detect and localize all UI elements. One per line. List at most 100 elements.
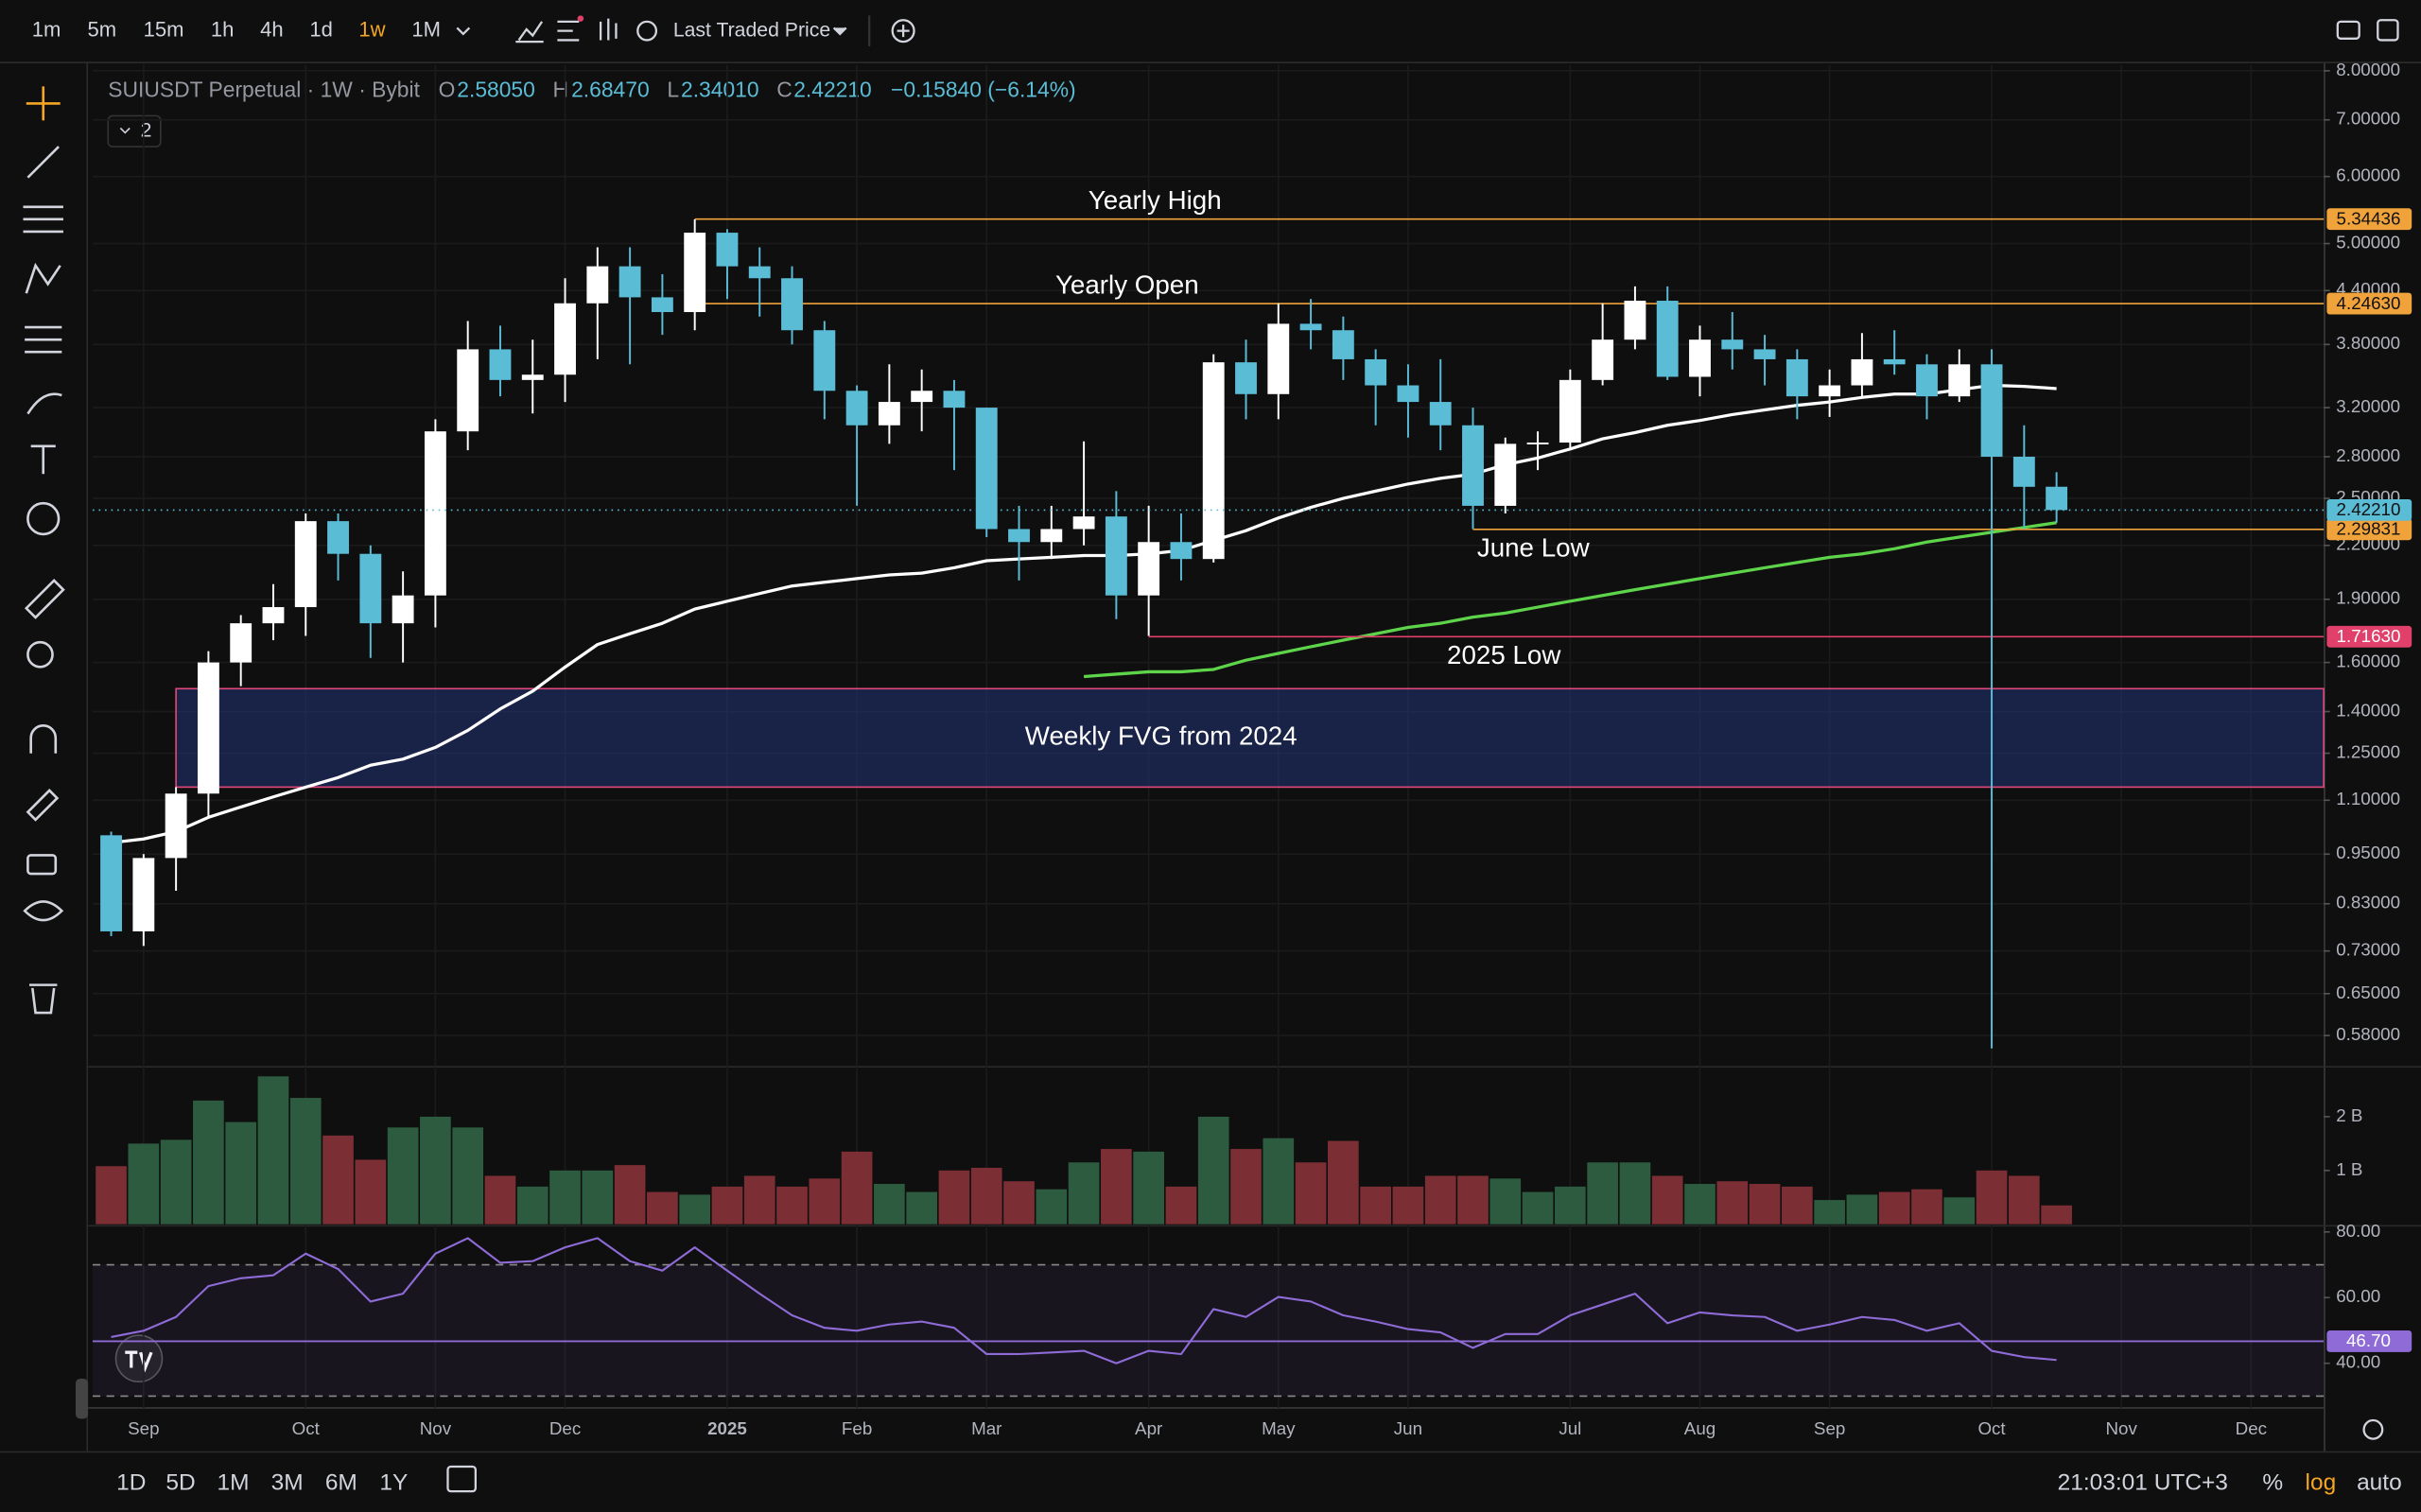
interval-button[interactable]: 1M <box>411 17 441 41</box>
lock-drawing-tool[interactable] <box>26 789 60 822</box>
interval-button[interactable]: 4h <box>260 17 284 41</box>
candle-body <box>1785 358 1808 397</box>
candle-body <box>2012 457 2035 487</box>
range-button[interactable]: 1Y <box>379 1469 408 1495</box>
x-tick-label: Mar <box>971 1418 1001 1438</box>
candle-body <box>1040 529 1063 543</box>
candle-body <box>1526 443 1549 444</box>
volume-bar <box>1457 1175 1489 1225</box>
rsi-tag-bg <box>2326 1330 2412 1352</box>
legend-low-label: L <box>667 77 679 101</box>
x-tick-label: Dec <box>549 1418 581 1438</box>
pattern-tool[interactable] <box>25 262 61 294</box>
add-icon-plus <box>897 25 910 38</box>
axis-settings[interactable] <box>2362 1418 2384 1440</box>
level-price-tag: 4.24630 <box>2337 293 2401 313</box>
candle-body <box>1721 339 1744 350</box>
ruler-tool[interactable] <box>24 579 65 619</box>
candle-body <box>684 233 706 313</box>
x-tick-label: Feb <box>842 1418 872 1438</box>
volume-bar <box>1716 1181 1749 1225</box>
chart-type-icon[interactable] <box>599 18 618 41</box>
candle-body <box>1235 362 1257 394</box>
level-price-tag-bg <box>2326 625 2412 648</box>
fullscreen-icon[interactable] <box>2377 19 2399 42</box>
log-toggle[interactable]: log <box>2306 1469 2337 1495</box>
indicator-icon[interactable] <box>515 21 544 43</box>
range-button[interactable]: 5D <box>165 1469 195 1495</box>
add-icon[interactable] <box>891 19 915 43</box>
candle-body <box>716 233 739 267</box>
indicator-toggle[interactable] <box>107 114 162 148</box>
lock-tool[interactable] <box>26 854 58 876</box>
volume-bar <box>743 1175 775 1225</box>
y-tick-label: 60.00 <box>2336 1286 2380 1306</box>
date-range-icon[interactable] <box>446 1465 478 1493</box>
text-tool[interactable] <box>30 444 56 475</box>
candle-body <box>327 521 349 554</box>
candle-body <box>392 595 414 624</box>
candle-body <box>878 402 900 426</box>
candle-body <box>911 391 933 403</box>
y-tick-label: 8.00000 <box>2336 60 2400 79</box>
volume-bar <box>1878 1191 1910 1225</box>
volume-bar <box>516 1186 549 1225</box>
y-tick-label: 80.00 <box>2336 1221 2380 1241</box>
brush-tool[interactable] <box>26 392 62 415</box>
x-tick-label: Nov <box>420 1418 452 1438</box>
projection-tool[interactable] <box>25 325 62 354</box>
candle-body <box>2046 486 2068 511</box>
volume-bar <box>1489 1178 1522 1225</box>
volume-bar <box>1424 1175 1456 1225</box>
logo[interactable] <box>114 1334 164 1383</box>
interval-button[interactable]: 15m <box>144 17 184 41</box>
candle-body <box>618 266 641 298</box>
y-tick-label: 1.25000 <box>2336 742 2400 762</box>
y-tick-label: 0.73000 <box>2336 940 2400 960</box>
settings-icon[interactable] <box>636 20 658 42</box>
candle-body <box>813 330 836 391</box>
interval-button[interactable]: 1d <box>309 17 333 41</box>
trendline-tool[interactable] <box>26 146 60 179</box>
crosshair-tool[interactable] <box>26 86 61 121</box>
emoji-tool[interactable] <box>26 501 61 536</box>
volume-bar <box>874 1184 905 1225</box>
delete-tool[interactable] <box>29 983 58 1015</box>
interval-button[interactable]: 5m <box>87 17 116 41</box>
volume-bar <box>1587 1162 1618 1225</box>
volume-bar <box>1911 1189 1942 1225</box>
candle-body <box>1105 516 1127 596</box>
toolbar-icons <box>456 15 2399 46</box>
candle-body <box>554 303 576 375</box>
fib-tool[interactable] <box>23 205 63 234</box>
auto-toggle[interactable]: auto <box>2357 1469 2402 1495</box>
range-button[interactable]: 1D <box>116 1469 146 1495</box>
percent-toggle[interactable]: % <box>2262 1469 2283 1495</box>
volume-bar <box>2009 1175 2040 1225</box>
volume-bar <box>96 1166 127 1225</box>
price-source[interactable]: Last Traded Price <box>673 19 830 41</box>
interval-button[interactable]: 1w <box>358 17 385 41</box>
interval-button[interactable]: 1h <box>211 17 235 41</box>
y-tick-label: 0.95000 <box>2336 843 2400 862</box>
dropdown-arrow[interactable] <box>456 26 471 36</box>
range-button[interactable]: 6M <box>325 1469 357 1495</box>
hide-tool[interactable] <box>23 900 64 922</box>
interval-button[interactable]: 1m <box>32 17 61 41</box>
dropdown-arrow[interactable] <box>832 26 847 36</box>
volume-bar <box>1133 1151 1164 1225</box>
level-price-tag-bg <box>2326 292 2412 315</box>
y-tick-label: 1.10000 <box>2336 789 2400 808</box>
moving-average <box>1083 521 2057 679</box>
snapshot-icon[interactable] <box>2336 20 2360 40</box>
templates-icon[interactable] <box>557 20 580 42</box>
collapse-handle[interactable] <box>76 1378 89 1419</box>
magnet-tool[interactable] <box>29 724 58 754</box>
zoom-tool[interactable] <box>26 640 54 669</box>
range-button[interactable]: 3M <box>271 1469 304 1495</box>
x-tick-label: Dec <box>2236 1418 2267 1438</box>
range-button[interactable]: 1M <box>218 1469 250 1495</box>
legend-high-label: H <box>552 77 568 101</box>
y-tick-label: 0.83000 <box>2336 893 2400 912</box>
level-label: Yearly Open <box>1055 269 1199 299</box>
